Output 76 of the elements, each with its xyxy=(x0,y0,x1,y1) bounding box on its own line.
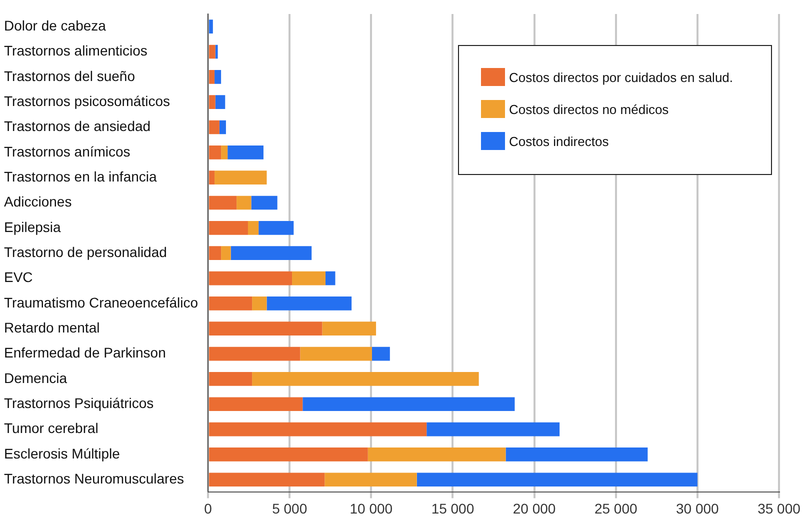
bar xyxy=(251,196,278,210)
bar xyxy=(236,196,252,210)
y-tick-label: Esclerosis Múltiple xyxy=(4,445,120,462)
bar xyxy=(426,422,560,436)
bar xyxy=(209,196,237,210)
legend-label: Costos indirectos xyxy=(509,134,609,148)
x-tick-label: 15 000 xyxy=(431,500,474,516)
y-tick-label: Epilepsia xyxy=(4,218,62,235)
bar xyxy=(215,44,218,59)
bar xyxy=(325,271,336,286)
y-tick-label: Trastornos anímicos xyxy=(4,143,130,160)
bar xyxy=(209,346,300,361)
bar xyxy=(209,472,325,487)
y-tick-label: Trastornos del sueño xyxy=(4,68,136,84)
bar xyxy=(219,120,226,134)
bar xyxy=(209,322,322,336)
y-tick-label: Trastorno de personalidad xyxy=(4,244,167,260)
x-tick-label: 5 000 xyxy=(272,500,308,516)
y-tick-label: Trastornos en la infancia xyxy=(4,168,157,184)
legend-label: Costos directos por cuidados en salud. xyxy=(509,70,734,84)
bar xyxy=(209,44,216,59)
x-tick-label: 0 xyxy=(204,500,212,516)
bar xyxy=(209,448,368,462)
bar xyxy=(372,346,390,361)
bar xyxy=(209,95,216,110)
bar xyxy=(209,120,220,134)
bar xyxy=(214,70,222,84)
y-tick-label: Trastornos alimenticios xyxy=(4,42,148,59)
bar xyxy=(209,70,215,84)
bar xyxy=(322,322,376,336)
bar xyxy=(292,271,326,286)
y-tick-label: EVC xyxy=(4,269,33,286)
x-tick-label: 30 000 xyxy=(676,500,720,516)
bar xyxy=(209,246,222,260)
y-tick-label: Retardo mental xyxy=(4,319,100,336)
y-tick-label: Tumor cerebral xyxy=(4,420,98,436)
bar xyxy=(252,372,479,386)
bar xyxy=(209,422,427,436)
bar xyxy=(209,397,303,412)
bar xyxy=(506,448,648,462)
bar xyxy=(324,472,417,487)
bar xyxy=(209,221,248,235)
bar xyxy=(416,472,698,487)
x-tick-label: 10 000 xyxy=(350,500,393,516)
y-tick-label: Traumatismo Craneoencefálico xyxy=(4,294,198,310)
y-tick-label: Demencia xyxy=(4,370,68,386)
bar xyxy=(221,246,231,260)
y-tick-label: Enfermedad de Parkinson xyxy=(4,344,166,361)
y-tick-label: Trastornos Psiquiátricos xyxy=(4,394,154,411)
y-tick-label: Adicciones xyxy=(4,194,72,210)
bar xyxy=(209,296,252,310)
bar xyxy=(209,372,252,386)
bar xyxy=(214,170,267,185)
bar xyxy=(209,271,292,286)
bar xyxy=(300,346,372,361)
bar xyxy=(252,296,267,310)
y-tick-label: Trastornos Neuromusculares xyxy=(4,470,184,486)
y-tick-label: Dolor de cabeza xyxy=(4,17,106,34)
legend-label: Costos directos no médicos xyxy=(509,102,669,116)
x-tick-label: 25 000 xyxy=(594,500,638,516)
y-tick-label: Trastornos de ansiedad xyxy=(4,118,151,134)
y-tick-label: Trastornos psicosomáticos xyxy=(4,92,170,109)
bar xyxy=(266,296,352,310)
x-tick-label: 35 000 xyxy=(758,500,801,516)
bar xyxy=(209,146,222,160)
x-tick-label: 20 000 xyxy=(512,500,556,516)
bar xyxy=(215,95,226,110)
bar xyxy=(248,221,259,235)
bar xyxy=(368,448,506,462)
bar xyxy=(209,20,213,34)
bar xyxy=(258,221,294,235)
bar xyxy=(228,146,264,160)
bar xyxy=(302,397,515,412)
bar xyxy=(221,146,228,160)
bar xyxy=(209,170,215,185)
bar xyxy=(230,246,312,260)
